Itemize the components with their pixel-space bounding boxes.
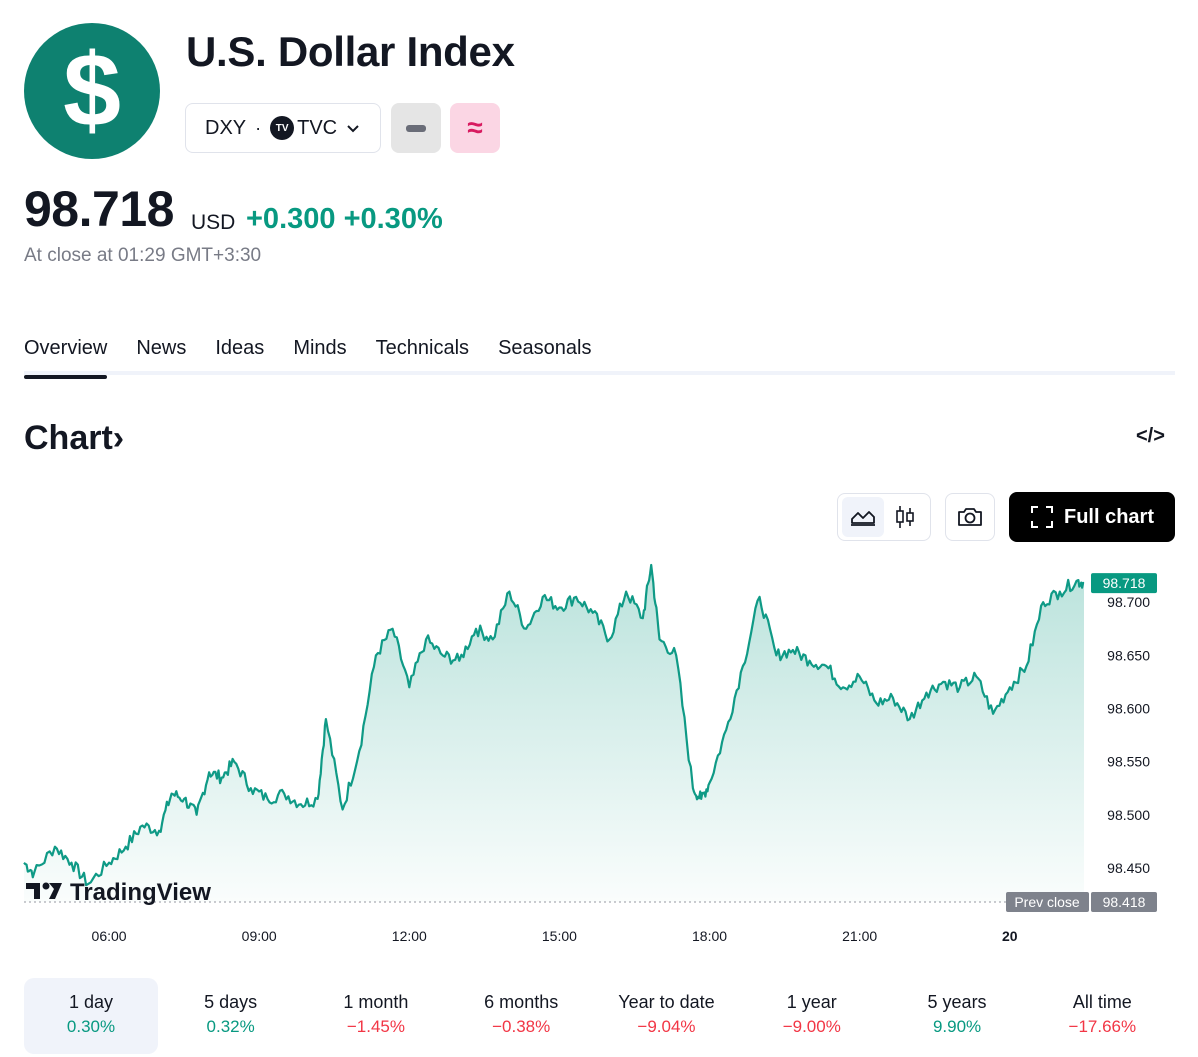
tab-ideas[interactable]: Ideas: [215, 337, 265, 359]
chart-section-link[interactable]: Chart›: [24, 419, 125, 457]
prev-close-label: Prev close: [1014, 894, 1080, 910]
x-tick-label: 09:00: [242, 928, 277, 944]
approx-icon: ≈: [467, 112, 483, 143]
range-value: 0.30%: [66, 1017, 116, 1036]
chart-type-toggle: [837, 493, 931, 541]
symbol-label: DXY: [205, 116, 247, 139]
x-tick-label: 12:00: [392, 928, 427, 944]
range-label: 1 day: [68, 992, 114, 1012]
fullscreen-icon: [1030, 506, 1053, 528]
range-5-days[interactable]: 5 days 0.32%: [158, 978, 303, 1054]
embed-code-icon[interactable]: </>: [1136, 425, 1165, 447]
y-tick-label: 98.650: [1107, 647, 1150, 663]
range-value: −1.45%: [346, 1017, 405, 1036]
prev-close-tag: Prev close 98.418: [1006, 892, 1157, 912]
price-chart[interactable]: 98.700 98.650 98.600 98.550 98.500 98.450 06:…: [0, 555, 1198, 955]
approx-badge-button[interactable]: ≈: [450, 103, 500, 153]
tab-minds[interactable]: Minds: [293, 337, 347, 359]
y-axis: 98.700 98.650 98.600 98.550 98.500 98.450: [1107, 594, 1150, 876]
x-tick-label: 18:00: [692, 928, 727, 944]
y-tick-label: 98.500: [1107, 807, 1150, 823]
range-1-year[interactable]: 1 year −9.00%: [739, 978, 884, 1054]
candles-button[interactable]: [884, 497, 926, 537]
x-tick-label: 15:00: [542, 928, 577, 944]
minus-icon: [406, 124, 426, 132]
tab-overview[interactable]: Overview: [24, 337, 108, 379]
symbol-selector[interactable]: DXY · TV TVC: [185, 103, 381, 153]
page-title: U.S. Dollar Index: [186, 28, 515, 75]
candles-icon: [896, 506, 914, 528]
x-axis: 06:00 09:00 12:00 15:00 18:00 21:00 20: [92, 928, 1018, 944]
separator: ·: [255, 117, 262, 138]
x-tick-label: 06:00: [92, 928, 127, 944]
range-1-day[interactable]: 1 day 0.30%: [24, 978, 158, 1054]
prev-close-value: 98.418: [1103, 894, 1146, 910]
range-6-months[interactable]: 6 months −0.38%: [449, 978, 594, 1054]
price-change: +0.300 +0.30%: [246, 203, 443, 235]
price-currency: USD: [191, 211, 236, 234]
logo-symbol: $: [63, 33, 121, 149]
area-chart-button[interactable]: [842, 497, 884, 537]
tab-bar: Overview News Ideas Minds Technicals Sea…: [24, 337, 1175, 379]
last-price: 98.718: [24, 181, 174, 237]
price-line: [23, 563, 1085, 887]
y-tick-label: 98.450: [1107, 860, 1150, 876]
close-time: At close at 01:29 GMT+3:30: [24, 245, 262, 266]
tradingview-badge-icon: TV: [270, 116, 295, 140]
area-fill: [24, 565, 1084, 902]
tab-technicals[interactable]: Technicals: [375, 337, 470, 359]
area-chart-icon: [851, 511, 875, 526]
range-value: −9.04%: [637, 1017, 696, 1036]
range-label: 6 months: [484, 992, 559, 1012]
chevron-down-icon: [347, 121, 359, 136]
range-label: Year to date: [618, 992, 715, 1012]
dollar-icon: $: [24, 23, 160, 159]
range-1-month[interactable]: 1 month −1.45%: [303, 978, 448, 1054]
y-tick-label: 98.550: [1107, 754, 1150, 770]
full-chart-button[interactable]: Full chart: [1009, 492, 1175, 542]
x-tick-label: 21:00: [842, 928, 877, 944]
tab-news[interactable]: News: [136, 337, 187, 359]
last-price-tag: 98.718: [1091, 573, 1157, 594]
range-value: 0.32%: [206, 1017, 255, 1036]
range-value: −17.66%: [1068, 1017, 1137, 1036]
range-label: 1 year: [786, 992, 837, 1012]
tradingview-logo: TradingView: [26, 879, 211, 906]
range-value: −0.38%: [492, 1017, 551, 1036]
tradingview-wordmark: TradingView: [70, 879, 211, 906]
minus-badge-button[interactable]: [391, 103, 441, 153]
y-tick-label: 98.700: [1107, 594, 1150, 610]
last-price-axis-label: 98.718: [1103, 575, 1146, 591]
x-tick-label: 20: [1002, 928, 1018, 944]
performance-ranges: 1 day 0.30% 5 days 0.32% 1 month −1.45% 6 m…: [24, 978, 1175, 1054]
range-year-to-date[interactable]: Year to date −9.04%: [594, 978, 739, 1054]
range-value: 9.90%: [932, 1017, 982, 1036]
range-value: −9.00%: [782, 1017, 841, 1036]
range-label: All time: [1072, 992, 1132, 1012]
full-chart-label: Full chart: [1063, 505, 1154, 528]
range-label: 1 month: [343, 992, 409, 1012]
screenshot-button[interactable]: [945, 493, 995, 541]
range-5-years[interactable]: 5 years 9.90%: [884, 978, 1029, 1054]
range-label: 5 days: [204, 992, 258, 1012]
exchange-label: TVC: [297, 116, 338, 139]
tab-seasonals[interactable]: Seasonals: [498, 337, 592, 359]
camera-icon: [958, 508, 982, 526]
range-all-time[interactable]: All time −17.66%: [1030, 978, 1175, 1054]
y-tick-label: 98.600: [1107, 701, 1150, 717]
range-label: 5 years: [927, 992, 987, 1012]
